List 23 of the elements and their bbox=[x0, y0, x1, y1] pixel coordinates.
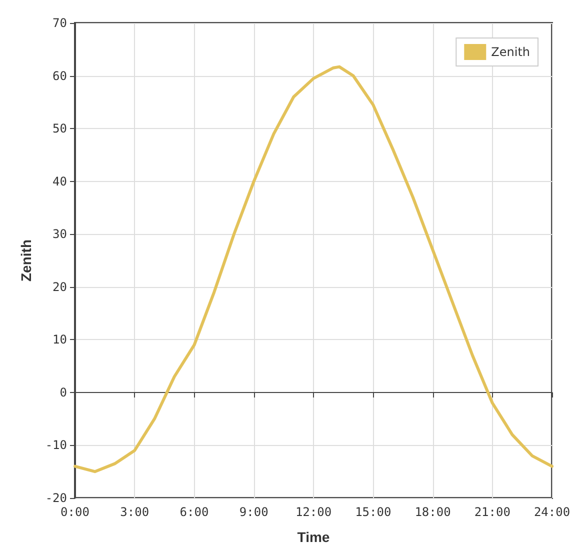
y-tick-label: 0 bbox=[60, 385, 67, 400]
y-axis-title: Zenith bbox=[18, 240, 34, 282]
x-tick-label: 3:00 bbox=[120, 505, 150, 519]
x-axis-title: Time bbox=[297, 529, 330, 545]
x-tick-label: 24:00 bbox=[534, 505, 570, 519]
y-tick-label: -10 bbox=[45, 438, 67, 452]
x-tick-label: 0:00 bbox=[60, 505, 90, 519]
y-tick-label: 60 bbox=[52, 68, 67, 83]
y-tick-label: 10 bbox=[52, 332, 67, 347]
x-tick-label: 6:00 bbox=[180, 505, 209, 519]
y-tick-label: 30 bbox=[52, 227, 67, 242]
x-tick-label: 18:00 bbox=[414, 505, 451, 519]
x-tick-label: 9:00 bbox=[239, 505, 268, 519]
y-tick-label: 50 bbox=[52, 122, 67, 136]
x-tick-label: 12:00 bbox=[295, 505, 332, 519]
x-tick-label: 15:00 bbox=[355, 505, 392, 519]
y-tick-label: 40 bbox=[52, 174, 67, 188]
legend-label: Zenith bbox=[491, 45, 530, 59]
y-tick-label: 70 bbox=[52, 16, 67, 30]
line-series bbox=[74, 65, 554, 474]
y-tick-label: 20 bbox=[52, 280, 67, 294]
x-tick-label: 21:00 bbox=[474, 505, 510, 519]
y-tick-label: -20 bbox=[45, 491, 67, 505]
